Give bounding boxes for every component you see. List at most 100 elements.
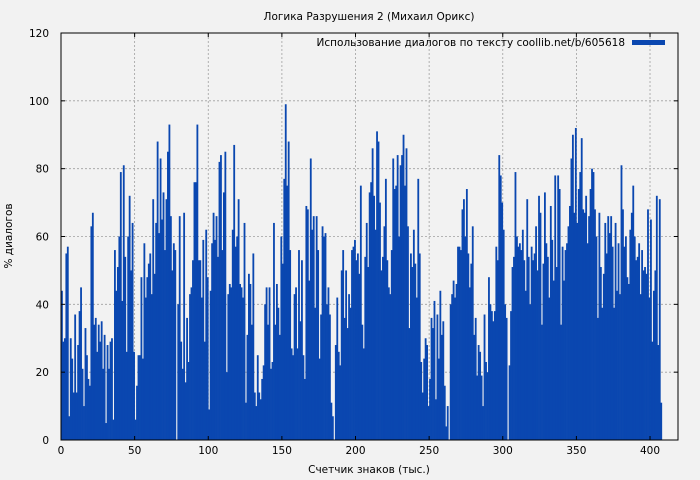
bar [199, 260, 202, 440]
bar [243, 222, 246, 440]
bar [289, 250, 292, 440]
bar [118, 236, 121, 440]
bar [654, 270, 657, 440]
bar [629, 229, 632, 440]
bar [339, 365, 342, 440]
bar [398, 236, 401, 440]
bar [498, 155, 501, 440]
x-tick-label: 200 [345, 445, 365, 457]
bar [253, 392, 256, 440]
bar [598, 212, 601, 440]
bar [343, 317, 346, 440]
bar [86, 355, 88, 440]
bar [476, 375, 479, 440]
bar [597, 317, 599, 440]
bar [342, 250, 345, 440]
bar [477, 345, 480, 440]
bar [613, 307, 616, 440]
chart-title: Логика Разрушения 2 (Михаил Орикс) [264, 11, 475, 23]
legend: Использование диалогов по тексту coollib… [317, 37, 665, 49]
bar [248, 273, 250, 440]
bar [311, 229, 314, 440]
y-axis-label: % диалогов [3, 203, 15, 268]
bar [212, 212, 215, 440]
bar [306, 209, 309, 440]
bar [271, 361, 274, 440]
bar [440, 334, 443, 440]
bar [340, 270, 343, 440]
bar [174, 250, 177, 440]
bar [490, 311, 493, 440]
bar [209, 290, 212, 440]
bar [376, 131, 378, 441]
bar [544, 192, 546, 440]
bar [521, 229, 524, 440]
bar [237, 199, 240, 440]
bar [242, 297, 244, 440]
bar [410, 253, 412, 440]
bar [270, 368, 272, 440]
bar [137, 355, 140, 440]
bar [240, 287, 243, 441]
bar [604, 222, 607, 440]
bar [508, 365, 511, 440]
bar [127, 236, 130, 440]
bar [215, 216, 218, 440]
bar [549, 205, 552, 440]
bar [555, 267, 558, 440]
bar [77, 345, 80, 440]
bar [305, 205, 308, 440]
bar [580, 138, 583, 440]
bar [131, 222, 134, 440]
x-tick-label: 0 [58, 445, 65, 457]
bar [112, 419, 115, 440]
bar [354, 239, 356, 440]
bar [63, 338, 66, 440]
bar [474, 317, 477, 440]
bar [619, 294, 621, 440]
bar [183, 212, 186, 440]
bar [527, 256, 530, 440]
bar [614, 222, 617, 440]
bar [293, 294, 296, 440]
bar [115, 290, 118, 440]
bar [222, 192, 225, 440]
bar [429, 378, 431, 440]
bar [601, 307, 604, 440]
bar [355, 260, 358, 440]
bar [526, 199, 529, 440]
bar [225, 372, 228, 440]
bar [393, 189, 396, 440]
bar [109, 341, 112, 440]
bar [449, 304, 452, 440]
bar [602, 273, 605, 440]
bar [436, 314, 439, 440]
bar [152, 199, 155, 440]
y-tick-label: 60 [36, 232, 49, 244]
bar [647, 209, 649, 440]
bar [184, 382, 187, 440]
bar [539, 212, 542, 440]
bar [420, 361, 423, 440]
bar [155, 222, 158, 440]
bar [234, 246, 237, 440]
bar [103, 334, 106, 440]
bar [451, 294, 454, 440]
bar [259, 399, 262, 440]
bar [68, 416, 71, 440]
bar [382, 256, 384, 440]
bar [202, 239, 205, 440]
bar [91, 212, 94, 440]
bar [485, 361, 487, 440]
bar [401, 155, 403, 440]
x-tick-label: 400 [640, 445, 660, 457]
bar [563, 280, 565, 440]
bar [384, 178, 387, 440]
bar [62, 341, 65, 440]
bar [421, 392, 424, 440]
bar [566, 243, 568, 440]
bar [552, 280, 555, 440]
bar [345, 270, 348, 440]
bar [415, 297, 418, 440]
